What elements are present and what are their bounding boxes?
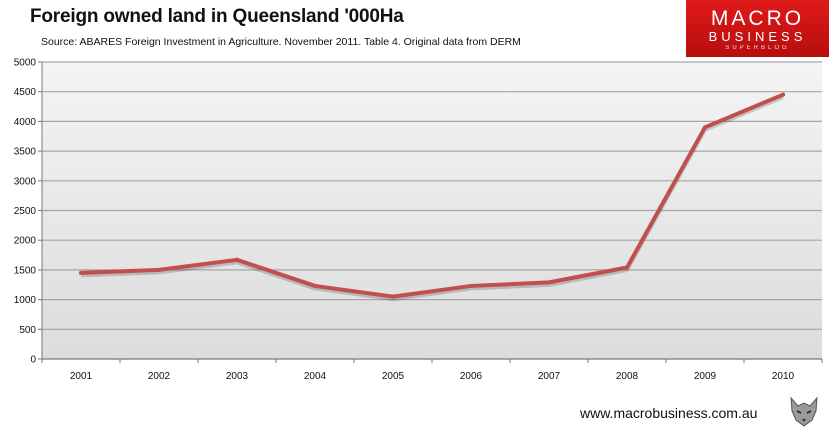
x-tick-label-2008: 2008 <box>616 371 639 382</box>
footer-url[interactable]: www.macrobusiness.com.au <box>580 405 758 421</box>
data-point-2001 <box>79 270 83 275</box>
brand-line-1: MACRO <box>710 7 805 30</box>
data-point-2009 <box>703 125 707 130</box>
wolf-head-icon <box>785 392 823 430</box>
y-tick-label-4000: 4000 <box>14 117 37 128</box>
y-tick-label-1500: 1500 <box>14 265 37 276</box>
chart-title: Foreign owned land in Queensland '000Ha <box>30 6 404 27</box>
brand-line-3: SUPERBLOG <box>725 45 790 51</box>
data-point-2008 <box>625 265 629 270</box>
y-tick-label-0: 0 <box>30 355 36 366</box>
y-tick-label-2500: 2500 <box>14 206 37 217</box>
data-point-2005 <box>391 294 395 299</box>
x-tick-label-2009: 2009 <box>694 371 717 382</box>
x-tick-label-2010: 2010 <box>772 371 795 382</box>
y-tick-label-4500: 4500 <box>14 87 37 98</box>
y-tick-label-3500: 3500 <box>14 147 37 158</box>
brand-line-2: BUSINESS <box>708 29 807 44</box>
data-point-2007 <box>547 280 551 285</box>
chart-subtitle: Source: ABARES Foreign Investment in Agr… <box>41 36 521 48</box>
data-point-2006 <box>469 283 473 288</box>
x-tick-label-2005: 2005 <box>382 371 405 382</box>
y-tick-label-5000: 5000 <box>14 58 37 69</box>
data-point-2003 <box>235 257 239 262</box>
y-tick-label-3000: 3000 <box>14 176 37 187</box>
x-tick-label-2007: 2007 <box>538 371 561 382</box>
data-point-2010 <box>781 92 785 97</box>
y-tick-label-1000: 1000 <box>14 295 37 306</box>
x-tick-label-2004: 2004 <box>304 371 327 382</box>
y-tick-label-2000: 2000 <box>14 236 37 247</box>
brand-logo[interactable]: MACRO BUSINESS SUPERBLOG <box>686 0 829 57</box>
x-tick-label-2001: 2001 <box>70 371 93 382</box>
data-point-2002 <box>157 267 161 272</box>
x-tick-label-2006: 2006 <box>460 371 483 382</box>
x-tick-label-2003: 2003 <box>226 371 249 382</box>
data-point-2004 <box>313 283 317 288</box>
series-line-0 <box>79 92 785 299</box>
y-tick-label-500: 500 <box>19 325 36 336</box>
x-tick-label-2002: 2002 <box>148 371 171 382</box>
